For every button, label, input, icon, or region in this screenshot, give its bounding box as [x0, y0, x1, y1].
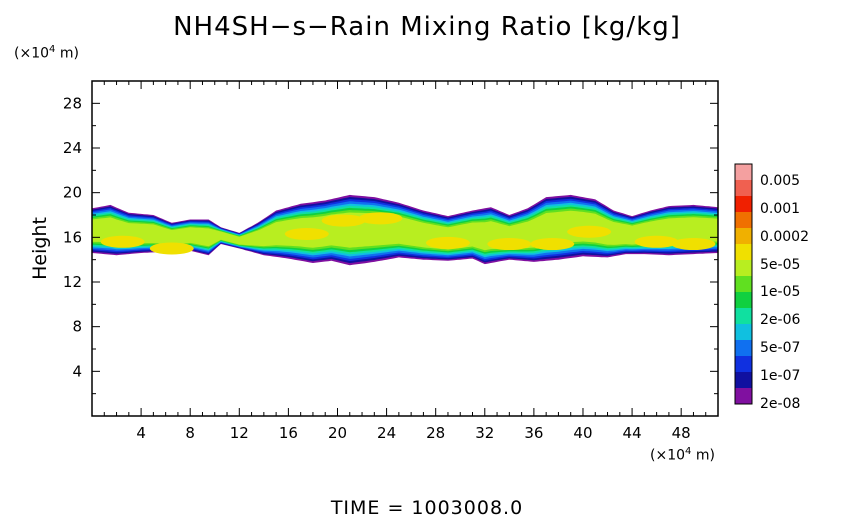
x-tick-label: 44: [623, 424, 642, 442]
colorbar-frame: [734, 163, 753, 405]
y-tick-label: 4: [72, 362, 82, 380]
x-tick-label: 24: [377, 424, 396, 442]
contour-core-5: [425, 236, 470, 249]
time-label: TIME = 1003008.0: [330, 497, 524, 519]
colorbar-label: 1e-05: [760, 284, 800, 300]
colorbar-label: 0.005: [760, 173, 800, 189]
colorbar-swatch: [735, 276, 752, 292]
y-tick-label: 24: [63, 139, 82, 157]
y-axis-unit-label: (×104 m): [14, 44, 79, 62]
contour-core-0: [100, 235, 145, 248]
colorbar-swatch: [735, 324, 752, 340]
y-axis-title: Height: [29, 217, 51, 280]
x-tick-label: 12: [230, 424, 249, 442]
contour-core-2: [284, 227, 329, 240]
x-tick-label: 20: [328, 424, 347, 442]
contour-core-1: [149, 242, 194, 255]
x-tick-label: 36: [524, 424, 543, 442]
colorbar-swatch: [735, 212, 752, 228]
colorbar-swatch: [735, 388, 752, 404]
colorbar-swatch: [735, 260, 752, 276]
colorbar-swatch: [735, 340, 752, 356]
contour-core-10: [671, 238, 716, 251]
colorbar-swatch: [735, 196, 752, 212]
colorbar-swatch: [735, 164, 752, 180]
colorbar-label: 1e-07: [760, 368, 800, 384]
x-tick-label: 48: [672, 424, 691, 442]
y-tick-label: 16: [63, 228, 82, 246]
colorbar-swatch: [735, 308, 752, 324]
colorbar-swatch: [735, 356, 752, 372]
plot-frame: [91, 80, 719, 417]
colorbar-label: 2e-08: [760, 396, 800, 412]
x-tick-label: 28: [426, 424, 445, 442]
y-tick-label: 28: [63, 94, 82, 112]
colorbar-swatch: [735, 372, 752, 388]
colorbar-swatch: [735, 244, 752, 260]
x-tick-label: 16: [279, 424, 298, 442]
x-tick-label: 40: [573, 424, 592, 442]
x-tick-label: 4: [136, 424, 146, 442]
contour-core-9: [634, 235, 679, 248]
chart-title: NH4SH−s−Rain Mixing Ratio [kg/kg]: [173, 12, 681, 42]
y-tick-label: 12: [63, 273, 82, 291]
colorbar-label: 5e-07: [760, 340, 800, 356]
contour-core-6: [487, 238, 532, 251]
colorbar-label: 0.001: [760, 201, 800, 217]
colorbar-swatch: [735, 180, 752, 196]
contour-core-7: [530, 238, 575, 251]
y-tick-label: 8: [72, 318, 82, 336]
y-tick-label: 20: [63, 184, 82, 202]
contour-core-4: [358, 212, 403, 225]
colorbar-label: 5e-05: [760, 257, 800, 273]
x-axis-unit-label: (×104 m): [650, 446, 715, 464]
contour-core-8: [567, 225, 612, 238]
contour-core-3: [321, 214, 366, 227]
x-tick-label: 32: [475, 424, 494, 442]
colorbar-label: 0.0002: [760, 229, 809, 245]
x-tick-label: 8: [185, 424, 195, 442]
colorbar-label: 2e-06: [760, 312, 800, 328]
colorbar-swatch: [735, 228, 752, 244]
colorbar-swatch: [735, 292, 752, 308]
